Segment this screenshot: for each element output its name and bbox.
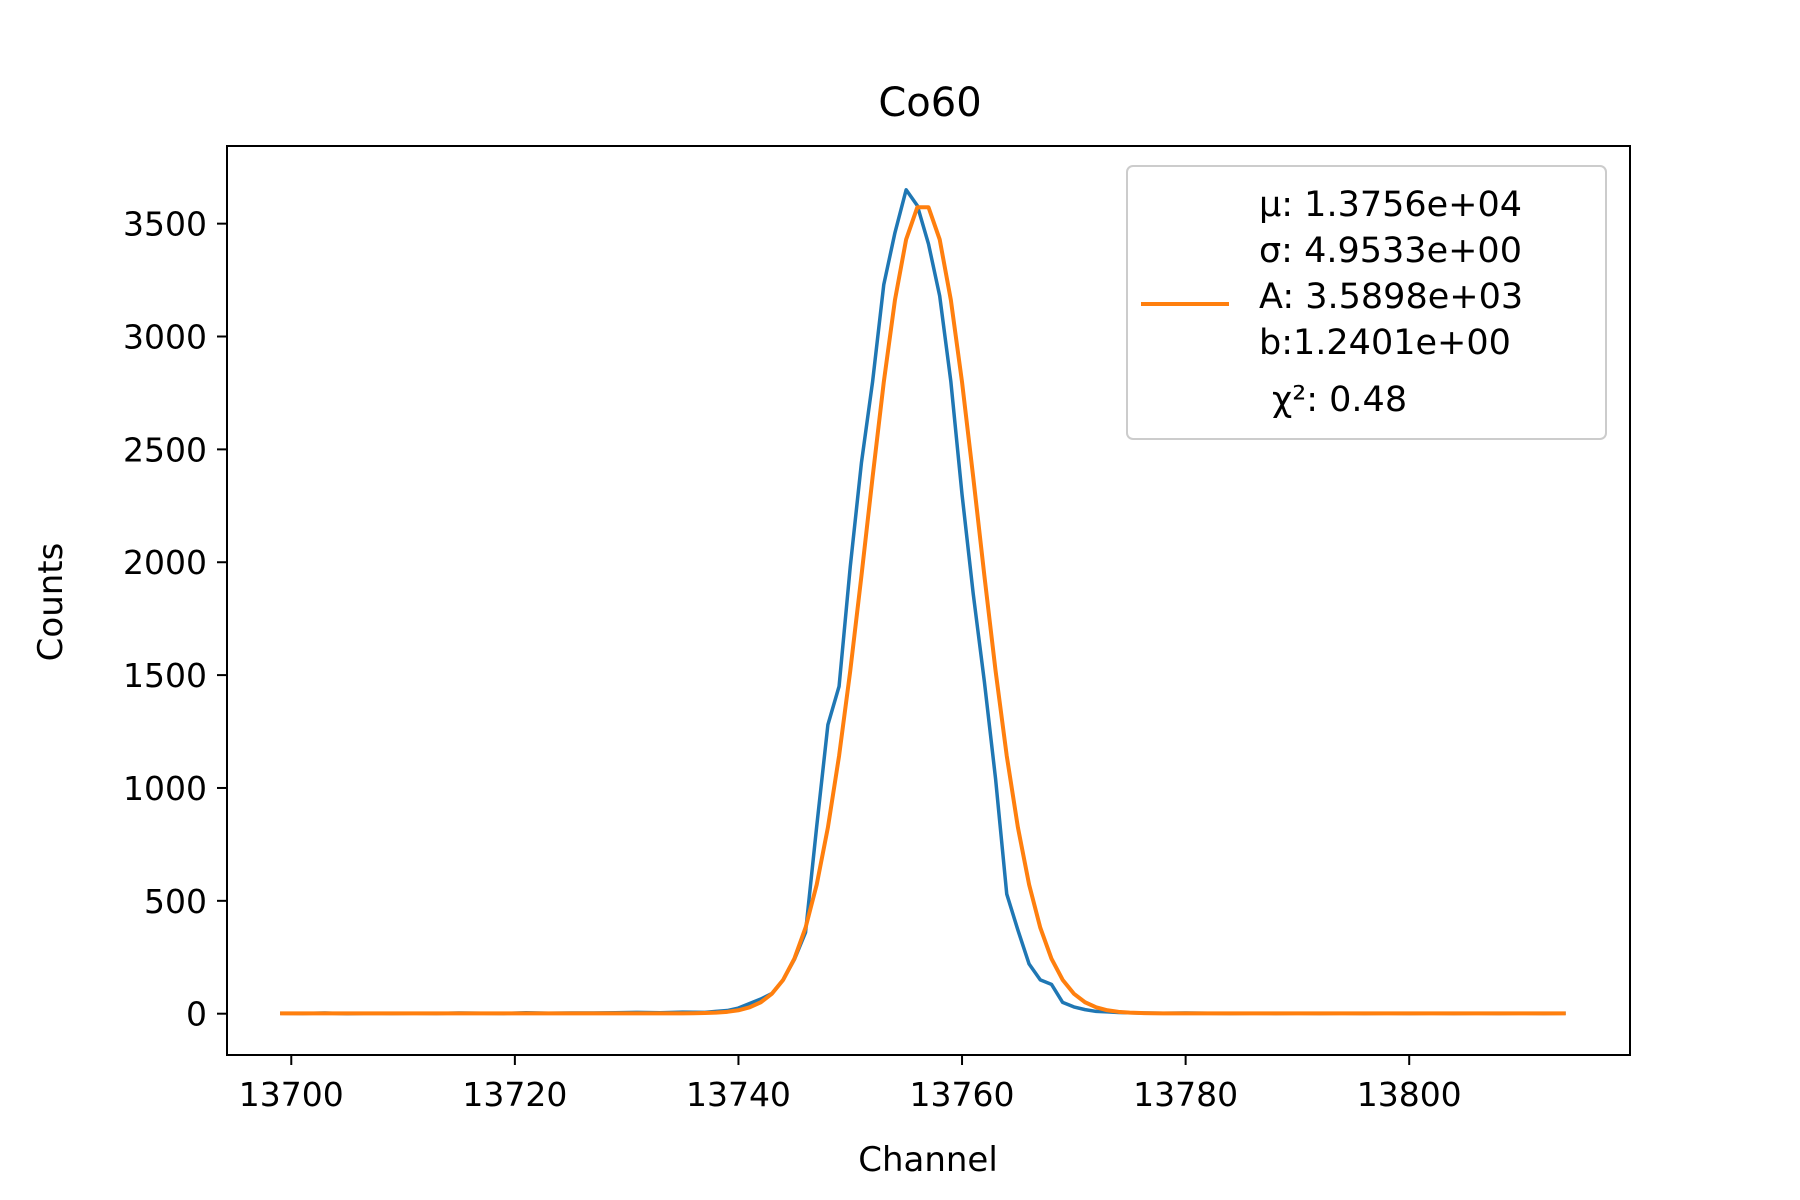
y-axis: 0 500 1000 1500 2000 2500 3000 3500: [123, 205, 227, 1034]
legend-line-mu: μ: 1.3756e+04: [1259, 185, 1522, 225]
y-axis-label: Counts: [31, 543, 71, 662]
legend-line-chi2: χ²: 0.48: [1272, 380, 1407, 420]
y-tick-label: 2000: [123, 543, 207, 582]
legend-box: [1126, 165, 1607, 440]
x-axis-label: Channel: [858, 1140, 998, 1180]
y-tick-label: 1500: [123, 656, 207, 695]
y-tick-label: 3000: [123, 318, 207, 357]
legend-line-background: b:1.2401e+00: [1259, 323, 1511, 363]
chart-title: Co60: [878, 80, 981, 126]
x-tick-label: 13760: [910, 1075, 1015, 1114]
y-tick-label: 1000: [123, 769, 207, 808]
x-tick-label: 13800: [1357, 1075, 1462, 1114]
x-axis: 13700 13720 13740 13760 13780 13800: [239, 1055, 1462, 1114]
plot-frame: [226, 145, 1631, 1056]
y-tick-label: 500: [144, 882, 207, 921]
legend-line-amplitude: A: 3.5898e+03: [1259, 277, 1523, 317]
legend: μ: 1.3756e+04 σ: 4.9533e+00 A: 3.5898e+0…: [1126, 165, 1607, 440]
x-tick-label: 13700: [239, 1075, 344, 1114]
fit-series-line: [280, 205, 1566, 1016]
x-tick-label: 13720: [462, 1075, 567, 1114]
x-tick-label: 13740: [686, 1075, 791, 1114]
x-tick-label: 13780: [1133, 1075, 1238, 1114]
y-tick-label: 0: [186, 995, 207, 1034]
y-tick-label: 2500: [123, 430, 207, 469]
legend-line-sigma: σ: 4.9533e+00: [1259, 231, 1522, 271]
y-tick-label: 3500: [123, 205, 207, 244]
